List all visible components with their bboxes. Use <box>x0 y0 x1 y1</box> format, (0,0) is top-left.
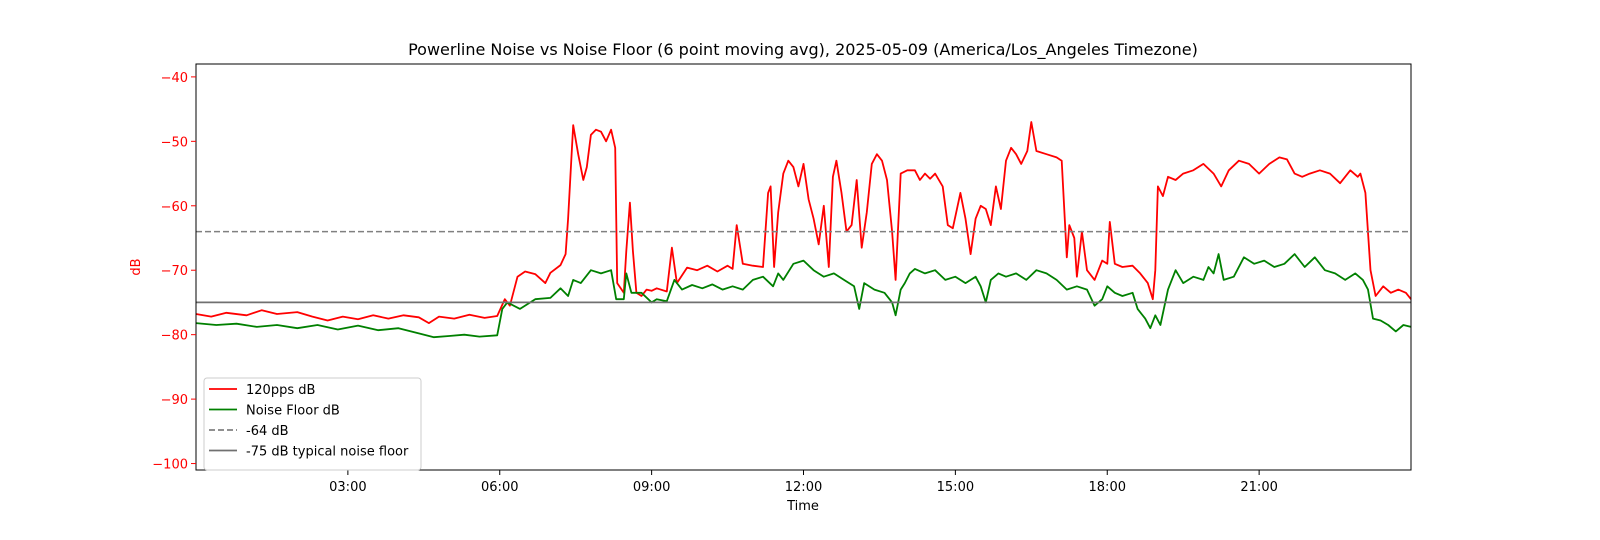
y-tick-label: −40 <box>161 71 188 86</box>
y-tick-label: −70 <box>161 264 188 279</box>
chart-title: Powerline Noise vs Noise Floor (6 point … <box>408 40 1198 60</box>
y-tick-label: −80 <box>161 329 188 344</box>
x-tick-label: 06:00 <box>481 480 518 495</box>
legend-label: Noise Floor dB <box>246 404 340 419</box>
y-tick-label: −50 <box>161 135 188 150</box>
legend: 120pps dB Noise Floor dB -64 dB -75 dB typi… <box>203 377 422 471</box>
legend-label: -75 dB typical noise floor <box>246 445 409 460</box>
y-tick-label: −90 <box>161 393 188 408</box>
x-tick-label: 12:00 <box>785 480 822 495</box>
y-tick-label: −60 <box>161 200 188 215</box>
series-line-1 <box>195 121 1412 324</box>
series-line-2 <box>195 253 1412 339</box>
x-axis: 03:00 06:00 09:00 12:00 15:00 18:00 21:00 <box>329 470 1278 495</box>
legend-box <box>203 377 422 471</box>
legend-label: 120pps dB <box>246 383 315 398</box>
y-axis-label: dB <box>129 258 144 275</box>
x-tick-label: 18:00 <box>1089 480 1126 495</box>
x-tick-label: 09:00 <box>633 480 670 495</box>
x-axis-label: Time <box>786 499 819 514</box>
plot-lines <box>195 121 1412 339</box>
y-axis: −40 −50 −60 −70 −80 −90 −100 <box>152 71 196 473</box>
y-tick-label: −100 <box>152 458 188 473</box>
legend-label: -64 dB <box>246 424 289 439</box>
x-tick-label: 21:00 <box>1240 480 1277 495</box>
x-tick-label: 15:00 <box>937 480 974 495</box>
x-tick-label: 03:00 <box>329 480 366 495</box>
